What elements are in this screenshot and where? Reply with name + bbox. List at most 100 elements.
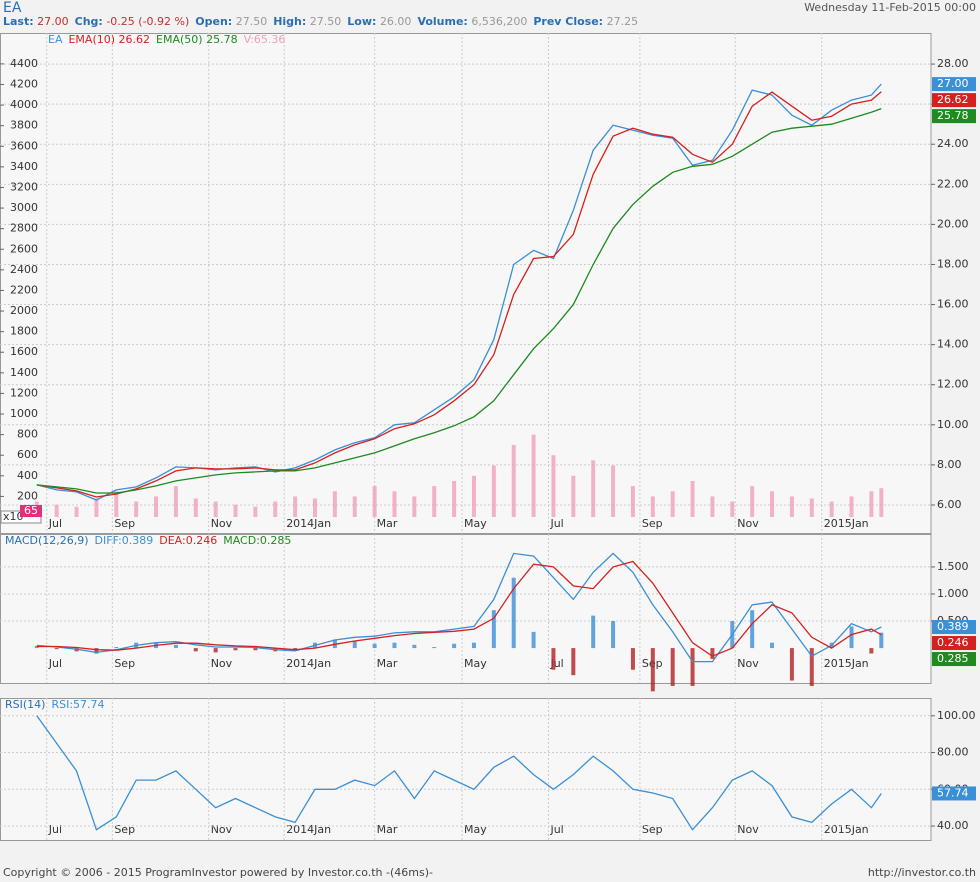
x-tick-label: Nov: [737, 657, 759, 670]
bar: [670, 491, 675, 517]
y2-tick-label: 3800: [10, 119, 38, 132]
bar: [372, 643, 377, 649]
site-link[interactable]: http://investor.co.th: [867, 866, 976, 879]
x-tick-label: 2014Jan: [286, 657, 331, 670]
value-badge: [932, 77, 976, 92]
symbol: EA: [3, 0, 22, 16]
bar: [551, 648, 556, 670]
series-line: [36, 715, 882, 831]
panel-title: RSI(14): [5, 698, 45, 711]
y2-tick-label: 2400: [10, 263, 38, 276]
scale-label: x10: [3, 510, 24, 523]
x-tick-label: Mar: [377, 823, 398, 836]
y-tick-label: 1.000: [937, 587, 969, 600]
y2-tick-label: 3200: [10, 180, 38, 193]
y2-tick-label: 800: [17, 428, 38, 441]
y2-tick-label: 4000: [10, 98, 38, 111]
panel-title: MACD(12,26,9): [5, 534, 89, 547]
bar: [571, 648, 576, 676]
bar: [213, 501, 218, 517]
x-tick-label: Mar: [377, 517, 398, 530]
y2-tick-label: 1400: [10, 366, 38, 379]
field-label: Low:: [347, 15, 377, 28]
bar: [650, 648, 655, 692]
bar: [750, 610, 755, 649]
value-badge: [932, 620, 976, 635]
y2-tick-label: 400: [17, 469, 38, 482]
bar: [551, 455, 556, 517]
y-tick-label: 6.00: [937, 498, 962, 511]
value-badge: [932, 636, 976, 651]
bar: [531, 434, 536, 517]
x-tick-label: 2014Jan: [286, 823, 331, 836]
value-badge: [932, 93, 976, 108]
bar: [253, 648, 258, 651]
x-tick-label: 2015Jan: [824, 823, 869, 836]
x-tick-label: May: [464, 517, 487, 530]
bar: [789, 648, 794, 681]
x-tick-label: Mar: [377, 657, 398, 670]
y-tick-label: 22.00: [937, 177, 969, 190]
field-value: 6,536,200: [471, 15, 528, 28]
bar: [611, 621, 616, 649]
series-line: [36, 83, 882, 501]
y-tick-label: 24.00: [937, 137, 969, 150]
bar: [770, 642, 775, 649]
bar: [750, 486, 755, 517]
footer: Copyright © 2006 - 2015 ProgramInvestor …: [0, 866, 980, 882]
field-value: 27.00: [37, 15, 69, 28]
x-tick-label: 2015Jan: [824, 517, 869, 530]
y2-tick-label: 3600: [10, 139, 38, 152]
bar: [869, 648, 874, 654]
bar: [611, 465, 616, 517]
y-tick-label: 100.00: [937, 709, 976, 722]
value-badge: [932, 786, 976, 801]
bar: [809, 648, 814, 686]
legend-entry: V:65.36: [244, 33, 286, 46]
bar: [332, 491, 337, 517]
y2-tick-label: 2200: [10, 283, 38, 296]
bar: [352, 640, 357, 649]
x-tick-label: 2014Jan: [286, 517, 331, 530]
y-tick-label: 20.00: [937, 217, 969, 230]
bar: [452, 643, 457, 649]
bar: [253, 506, 258, 517]
bar: [452, 480, 457, 517]
field-label: Chg:: [74, 15, 103, 28]
x-tick-label: Jul: [549, 823, 563, 836]
x-tick-label: Nov: [211, 823, 233, 836]
bar: [591, 615, 596, 649]
bar: [233, 648, 238, 651]
field-value: 27.25: [606, 15, 639, 28]
bar: [879, 632, 884, 649]
bar: [293, 496, 298, 517]
value-badge-label: 0.246: [937, 636, 969, 649]
bar: [154, 496, 159, 517]
bar: [432, 486, 437, 517]
field-label: Volume:: [417, 15, 468, 28]
bar: [571, 475, 576, 517]
y-tick-label: 8.00: [937, 458, 962, 471]
date: Wednesday 11-Feb-2015 00:00: [804, 1, 976, 14]
bar: [879, 488, 884, 517]
bar: [690, 480, 695, 517]
legend-entry: DIFF:0.389: [95, 534, 154, 547]
panel: [0, 534, 932, 684]
bar: [193, 498, 198, 517]
bar: [94, 498, 99, 517]
y-tick-label: 18.00: [937, 257, 969, 270]
y2-tick-label: 600: [17, 448, 38, 461]
bar: [273, 501, 278, 517]
y2-tick-label: 3400: [10, 160, 38, 173]
bar: [412, 644, 417, 649]
bar: [352, 496, 357, 517]
bar: [630, 648, 635, 670]
field-label: Last:: [3, 15, 34, 28]
panel: [0, 33, 932, 534]
quote-fields: Last: 27.00 Chg: -0.25 (-0.92 %) Open: 27.…: [3, 15, 638, 28]
y2-tick-label: 4200: [10, 77, 38, 90]
x-tick-label: May: [464, 657, 487, 670]
bar: [432, 646, 437, 649]
bar: [193, 648, 198, 652]
bar: [114, 491, 119, 517]
